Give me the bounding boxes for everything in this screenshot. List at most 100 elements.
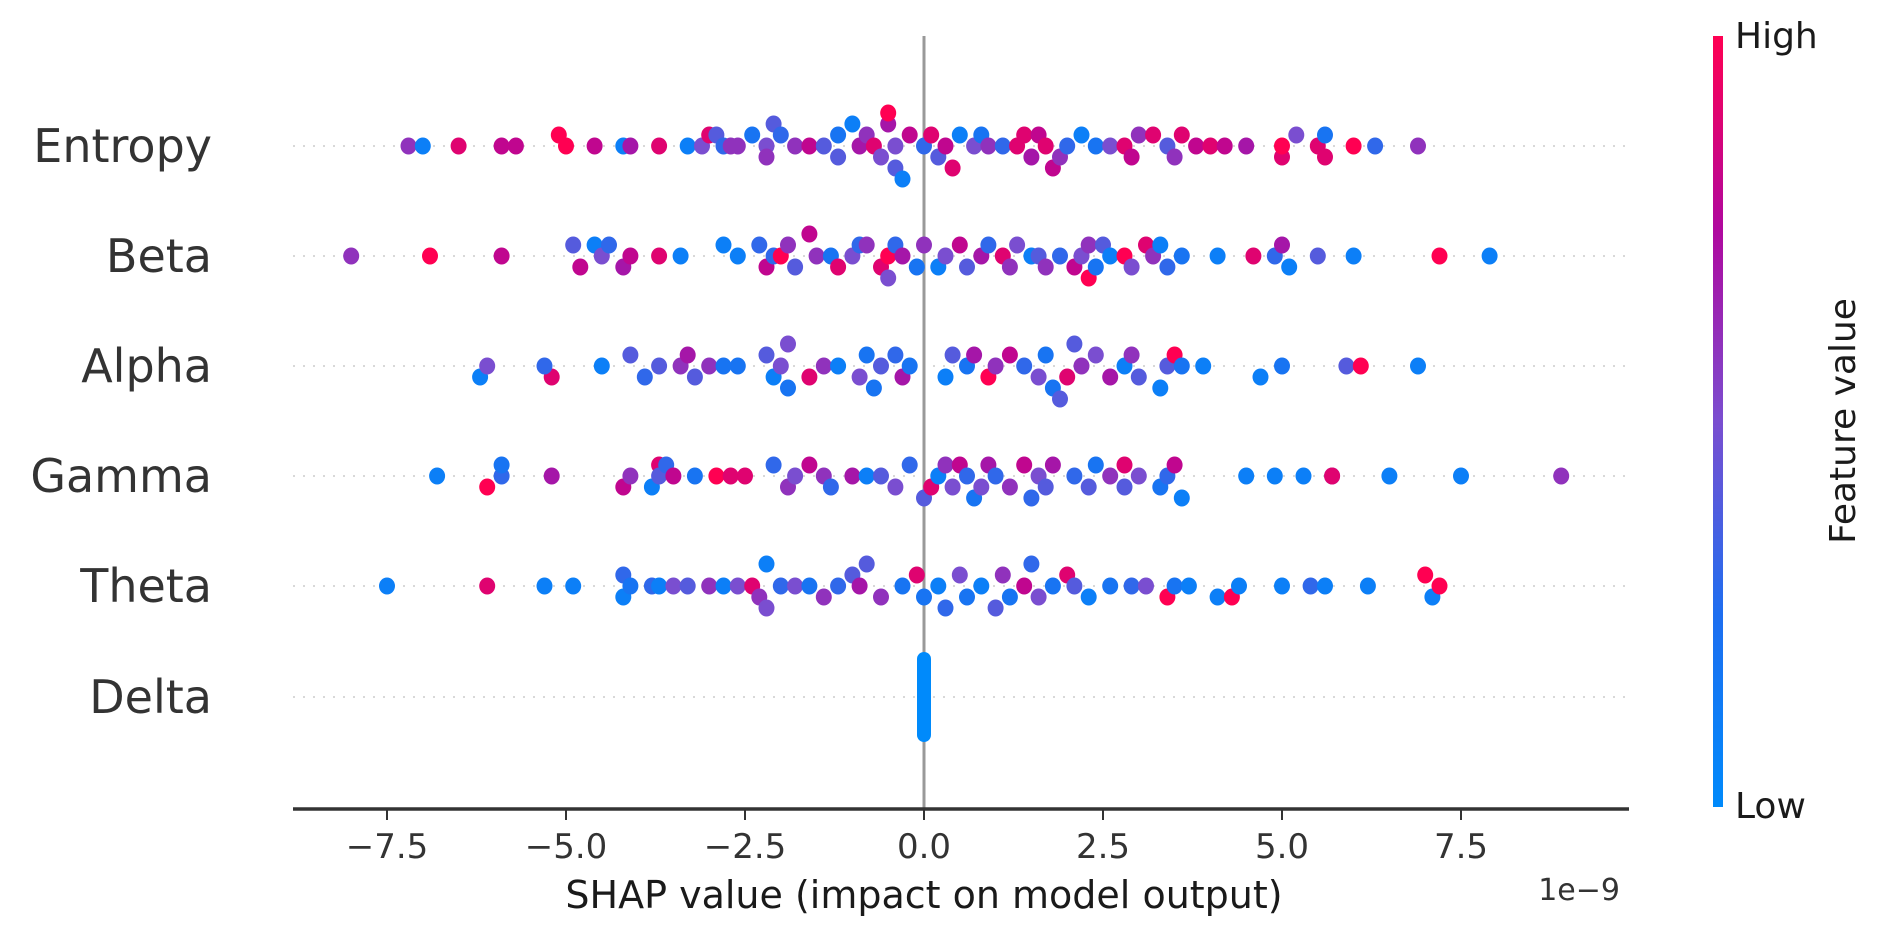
data-point: [1324, 467, 1341, 485]
data-point: [894, 170, 911, 188]
data-point: [1453, 467, 1469, 485]
data-point: [801, 137, 818, 155]
data-point: [1173, 247, 1190, 265]
data-point: [1130, 467, 1147, 485]
data-point: [1252, 368, 1269, 386]
data-point: [1001, 258, 1018, 276]
x-axis-title: SHAP value (impact on model output): [565, 873, 1282, 917]
data-point: [851, 368, 868, 386]
data-point: [1431, 577, 1448, 595]
data-point: [1302, 577, 1319, 595]
data-point: [1016, 357, 1033, 375]
colorbar-low-label: Low: [1735, 786, 1806, 827]
data-point: [880, 104, 897, 122]
data-point: [937, 599, 954, 617]
data-point: [1123, 258, 1140, 276]
data-point: [708, 467, 725, 485]
data-point: [894, 247, 911, 265]
data-point: [1195, 357, 1212, 375]
data-point: [1059, 137, 1076, 155]
data-point: [923, 126, 940, 144]
data-point: [1030, 588, 1047, 606]
data-point: [593, 357, 610, 375]
x-tick-label: 5.0: [1255, 827, 1309, 867]
data-point: [1037, 346, 1054, 364]
feature-label-gamma: Gamma: [30, 449, 212, 503]
x-tick-label: −5.0: [525, 827, 608, 867]
data-point: [1009, 236, 1026, 254]
data-point: [951, 126, 968, 144]
data-point: [507, 137, 524, 155]
data-point: [1288, 126, 1305, 144]
data-point: [908, 566, 925, 584]
data-point: [622, 137, 639, 155]
data-point: [744, 126, 761, 144]
data-point: [1130, 368, 1147, 386]
data-point: [1410, 357, 1426, 375]
data-point: [1309, 247, 1326, 265]
data-point: [1066, 577, 1083, 595]
data-point: [801, 225, 818, 243]
colorbar-high-label: High: [1735, 16, 1818, 57]
data-point: [830, 577, 847, 595]
data-point: [987, 599, 1004, 617]
data-point: [1173, 357, 1190, 375]
data-point: [493, 247, 510, 265]
data-point: [808, 247, 825, 265]
data-point: [686, 467, 703, 485]
data-point: [916, 236, 932, 254]
data-point: [679, 346, 696, 364]
data-point: [715, 577, 732, 595]
data-point: [679, 577, 696, 595]
data-point: [987, 467, 1004, 485]
data-point: [1173, 126, 1190, 144]
data-point: [758, 148, 775, 166]
data-point: [916, 588, 932, 606]
data-point: [679, 137, 696, 155]
data-point: [830, 258, 847, 276]
data-point: [1417, 566, 1434, 584]
data-point: [987, 357, 1004, 375]
data-point: [636, 368, 653, 386]
data-point: [1281, 258, 1298, 276]
data-point: [1087, 258, 1104, 276]
data-point: [1016, 456, 1033, 474]
data-point: [1087, 137, 1104, 155]
scatter-points: [343, 104, 1570, 617]
data-point: [400, 137, 417, 155]
data-point: [1080, 478, 1097, 496]
data-point: [722, 467, 739, 485]
data-point: [865, 379, 882, 397]
data-point: [1152, 379, 1169, 397]
data-point: [1066, 335, 1083, 353]
data-point: [758, 599, 775, 617]
data-point: [908, 258, 925, 276]
data-point: [729, 247, 746, 265]
data-point: [1317, 126, 1333, 144]
data-point: [1102, 247, 1119, 265]
data-point: [1238, 137, 1255, 155]
data-point: [772, 126, 789, 144]
data-point: [844, 467, 861, 485]
data-point: [622, 467, 639, 485]
data-point: [1059, 368, 1076, 386]
data-point: [1087, 346, 1104, 364]
data-point: [937, 368, 954, 386]
data-point: [1130, 126, 1147, 144]
feature-label-delta: Delta: [89, 670, 212, 724]
data-point: [1481, 247, 1498, 265]
data-point: [622, 247, 639, 265]
data-point: [830, 148, 847, 166]
data-point: [536, 577, 553, 595]
data-point: [780, 236, 796, 254]
data-point: [701, 577, 718, 595]
data-point: [1166, 148, 1183, 166]
data-point: [873, 467, 889, 485]
data-point: [651, 357, 668, 375]
data-point: [994, 566, 1011, 584]
data-point: [1116, 456, 1133, 474]
data-point: [1274, 577, 1290, 595]
data-point: [586, 137, 603, 155]
data-point: [944, 159, 961, 177]
